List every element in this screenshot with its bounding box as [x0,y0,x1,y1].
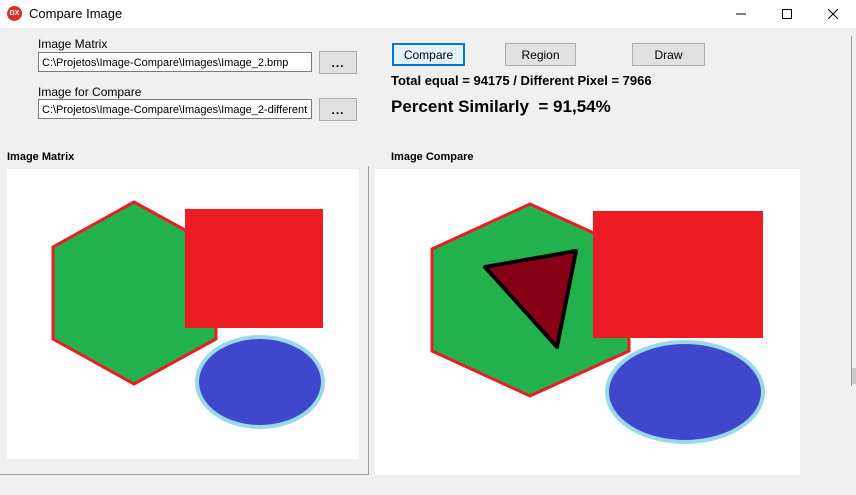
browse-matrix-button[interactable]: ... [319,51,357,74]
title-bar [0,0,856,28]
matrix-panel-title: Image Matrix [7,151,75,163]
image-compare-path-input[interactable]: C:\Projetos\Image-Compare\Images\Image_2… [38,99,312,119]
matrix-image [7,169,359,459]
vertical-scrollbar[interactable] [851,36,852,386]
region-button[interactable]: Region [505,43,576,66]
maximize-icon [782,9,792,19]
image-matrix-label: Image Matrix [38,37,108,51]
triangle-shape [483,249,578,349]
close-icon [828,9,838,19]
compare-panel-title: Image Compare [391,151,474,163]
percent-similarity: Percent Similarly = 91,54% [391,97,611,116]
browse-compare-button[interactable]: ... [319,98,357,121]
square-shape [593,211,763,338]
image-matrix-path-input[interactable]: C:\Projetos\Image-Compare\Images\Image_2… [38,52,312,72]
ellipse-shape [605,340,765,444]
draw-button[interactable]: Draw [632,43,705,66]
scrollbar-thumb[interactable] [852,368,856,384]
totals-result: Total equal = 94175 / Different Pixel = … [391,73,652,88]
ellipse-shape [195,335,325,429]
matrix-panel [0,166,369,475]
minimize-button[interactable] [718,0,764,28]
image-compare-label: Image for Compare [38,85,142,99]
square-shape [185,209,323,328]
maximize-button[interactable] [764,0,810,28]
window-title: Compare Image [29,6,123,21]
close-button[interactable] [810,0,856,28]
compare-button[interactable]: Compare [392,43,465,66]
minimize-icon [736,13,746,15]
compare-image [375,169,800,475]
app-icon: DX [7,6,22,21]
